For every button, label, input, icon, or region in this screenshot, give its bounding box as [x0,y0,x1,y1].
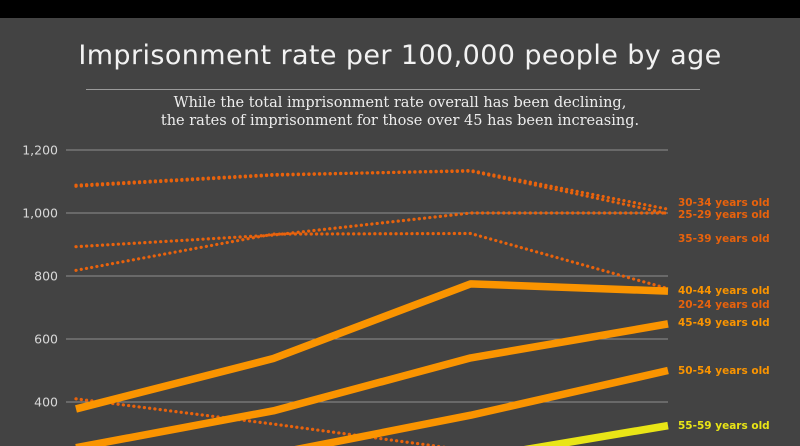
series-line [294,366,669,446]
series-label: 50-54 years old [678,365,770,377]
subtitle-line-2: the rates of imprisonment for those over… [160,113,640,129]
series-label: 25-29 years old [678,209,770,221]
series-label: 45-49 years old [678,317,770,329]
series-label: 30-34 years old [678,197,770,209]
series-line [523,421,669,446]
y-axis-tick-label: 1,000 [22,206,58,221]
page-title: Imprisonment rate per 100,000 people by … [78,40,722,71]
series-label: 35-39 years old [678,233,770,245]
series-label: 20-24 years old [678,299,770,311]
y-axis-tick-label: 1,200 [22,143,58,158]
y-axis-tick-label: 600 [34,332,58,347]
series-line [74,231,670,291]
line-chart: 400 600 800 1,000 1,200 30-34 years old25-29… [22,143,770,446]
y-axis-tick-label: 400 [34,395,58,410]
y-axis-tick-label: 800 [34,269,58,284]
series-lines-group [74,168,670,446]
series-line [74,397,448,446]
title-divider [86,89,700,90]
series-line [74,211,670,249]
gridlines-group [66,149,668,403]
subtitle-line-1: While the total imprisonment rate overal… [173,95,627,111]
series-line [74,169,670,216]
series-label: 55-59 years old [678,420,770,432]
series-label: 40-44 years old [678,285,770,297]
series-line [74,168,670,211]
series-line [75,280,669,413]
chart-subtitle: While the total imprisonment rate overal… [100,94,700,130]
series-line [75,320,669,446]
y-axis-tick-labels: 400 600 800 1,000 1,200 [22,143,58,410]
